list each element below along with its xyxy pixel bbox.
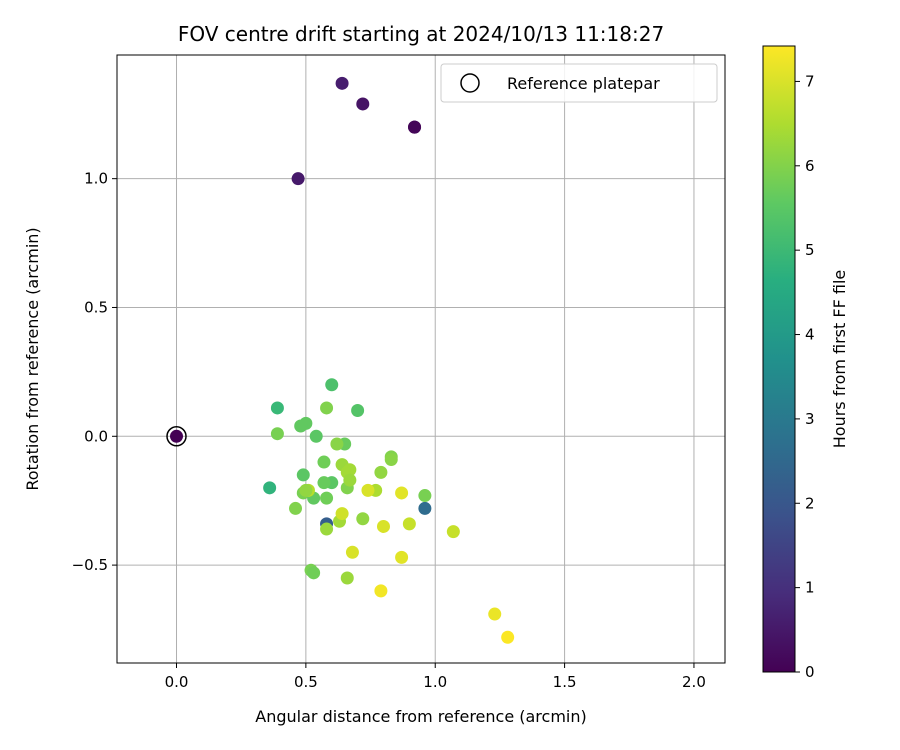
data-point (418, 489, 432, 503)
data-point (356, 97, 370, 111)
data-point (408, 120, 422, 134)
x-tick-label: 0.5 (294, 673, 318, 691)
data-point (376, 519, 390, 533)
colorbar-tick-label: 7 (805, 72, 815, 90)
data-point (488, 607, 502, 621)
x-axis-label: Angular distance from reference (arcmin) (255, 707, 586, 726)
grid (117, 55, 725, 663)
legend: Reference platepar (440, 63, 718, 103)
data-point (374, 465, 388, 479)
y-axis-label: Rotation from reference (arcmin) (23, 227, 42, 490)
data-point (330, 437, 344, 451)
data-point (299, 483, 313, 497)
y-tick-label: 0.0 (84, 427, 108, 445)
data-point (351, 404, 365, 418)
data-point (170, 429, 184, 443)
data-points (170, 76, 515, 644)
colorbar: 0 1 2 3 4 5 6 7 Hours from first FF file (762, 45, 849, 681)
colorbar-tick-label: 6 (805, 157, 815, 175)
data-point (446, 525, 460, 539)
y-tick-label: 1.0 (84, 170, 108, 188)
data-point (335, 76, 349, 90)
data-point (501, 630, 515, 644)
colorbar-tick-label: 1 (805, 579, 815, 597)
legend-box (440, 63, 718, 103)
x-tick-label: 0.0 (165, 673, 189, 691)
data-point (418, 501, 432, 515)
data-point (320, 522, 334, 536)
data-point (361, 483, 375, 497)
data-point (343, 473, 357, 487)
colorbar-ticks: 0 1 2 3 4 5 6 7 (795, 72, 815, 681)
y-tick-label: −0.5 (72, 556, 108, 574)
data-point (296, 468, 310, 482)
colorbar-gradient (762, 45, 796, 673)
x-tick-label: 1.5 (553, 673, 577, 691)
x-tick-label: 2.0 (682, 673, 706, 691)
y-axis-ticks: −0.5 0.0 0.5 1.0 (72, 170, 117, 574)
colorbar-tick-label: 2 (805, 494, 815, 512)
data-point (402, 517, 416, 531)
colorbar-tick-label: 0 (805, 663, 815, 681)
data-point (263, 481, 277, 495)
reference-marker (166, 426, 187, 447)
data-point (340, 571, 354, 585)
data-point (320, 491, 334, 505)
data-point (356, 512, 370, 526)
plot-frame (116, 54, 726, 664)
x-tick-label: 1.0 (423, 673, 447, 691)
data-point (343, 463, 357, 477)
data-point (320, 401, 334, 415)
y-tick-label: 0.5 (84, 298, 108, 316)
colorbar-label: Hours from first FF file (830, 270, 849, 449)
colorbar-tick-label: 3 (805, 410, 815, 428)
legend-marker-reference (460, 73, 480, 93)
data-point (374, 584, 388, 598)
chart-title: FOV centre drift starting at 2024/10/13 … (178, 22, 664, 46)
data-point (325, 378, 339, 392)
data-point (270, 401, 284, 415)
data-point (289, 501, 303, 515)
data-point (317, 476, 331, 490)
data-point (384, 452, 398, 466)
data-point (395, 550, 409, 564)
reference-platepar-marker (166, 426, 187, 447)
x-axis-ticks: 0.0 0.5 1.0 1.5 2.0 (165, 663, 706, 691)
colorbar-tick-label: 5 (805, 241, 815, 259)
data-point (270, 427, 284, 441)
data-point (335, 507, 349, 521)
data-point (345, 545, 359, 559)
data-point (291, 172, 305, 186)
data-point (294, 419, 308, 433)
colorbar-tick-label: 4 (805, 326, 815, 344)
legend-label-reference: Reference platepar (507, 74, 660, 93)
data-point (309, 429, 323, 443)
data-point (317, 455, 331, 469)
data-point (307, 566, 321, 580)
data-point (395, 486, 409, 500)
